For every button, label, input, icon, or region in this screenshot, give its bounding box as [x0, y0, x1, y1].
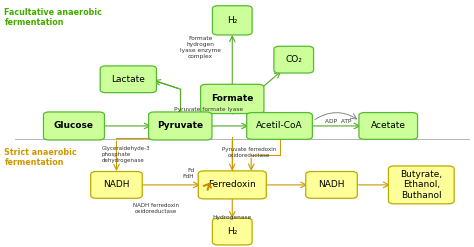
- Text: Formate: Formate: [211, 94, 254, 103]
- Text: Acetil-CoA: Acetil-CoA: [256, 122, 303, 130]
- Text: NADH: NADH: [318, 180, 345, 189]
- Text: Acetate: Acetate: [371, 122, 406, 130]
- FancyBboxPatch shape: [44, 112, 104, 140]
- Text: Pyruvate formate lyase: Pyruvate formate lyase: [174, 107, 243, 112]
- Text: Hydrogenase: Hydrogenase: [213, 215, 252, 220]
- Text: Pyruvate ferredoxin
oxidoreductase: Pyruvate ferredoxin oxidoreductase: [222, 147, 276, 158]
- Text: H₂: H₂: [227, 227, 237, 236]
- FancyBboxPatch shape: [212, 6, 252, 35]
- FancyBboxPatch shape: [212, 218, 252, 245]
- FancyBboxPatch shape: [91, 171, 142, 198]
- Text: ADP  ATP: ADP ATP: [325, 119, 351, 124]
- FancyBboxPatch shape: [201, 84, 264, 114]
- Text: Strict anaerobic
fermentation: Strict anaerobic fermentation: [4, 148, 77, 167]
- Text: Pyruvate: Pyruvate: [157, 122, 203, 130]
- FancyBboxPatch shape: [149, 112, 212, 140]
- Text: Facultative anaerobic
fermentation: Facultative anaerobic fermentation: [4, 8, 102, 27]
- FancyBboxPatch shape: [246, 113, 312, 139]
- Text: Fd
FdH: Fd FdH: [183, 168, 194, 179]
- Text: Lactate: Lactate: [111, 75, 145, 84]
- Text: H₂: H₂: [227, 16, 237, 25]
- Text: NADH ferredoxin
oxidoreductase: NADH ferredoxin oxidoreductase: [133, 203, 179, 214]
- FancyBboxPatch shape: [306, 171, 357, 198]
- Text: Ferredoxin: Ferredoxin: [209, 180, 256, 189]
- Text: CO₂: CO₂: [285, 55, 302, 64]
- Text: Formate
hydrogen
lyase enzyme
complex: Formate hydrogen lyase enzyme complex: [180, 36, 220, 59]
- FancyBboxPatch shape: [274, 46, 314, 73]
- FancyBboxPatch shape: [100, 66, 156, 93]
- Text: Butyrate,
Ethanol,
Buthanol: Butyrate, Ethanol, Buthanol: [400, 170, 442, 200]
- Text: Glyceraldehyde-3
phosphate
dehydrogenase: Glyceraldehyde-3 phosphate dehydrogenase: [101, 146, 150, 163]
- Text: Glucose: Glucose: [54, 122, 94, 130]
- FancyBboxPatch shape: [389, 166, 454, 204]
- Text: NADH: NADH: [103, 180, 130, 189]
- FancyBboxPatch shape: [198, 171, 266, 199]
- FancyBboxPatch shape: [359, 113, 418, 139]
